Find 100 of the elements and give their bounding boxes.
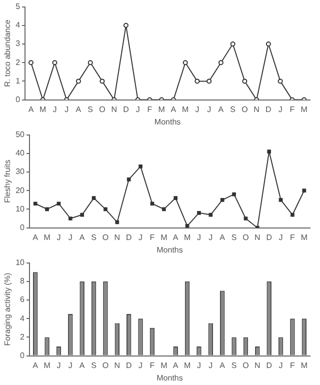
y-tick-label: 0 bbox=[16, 95, 21, 104]
y-tick-label: 3 bbox=[16, 39, 21, 48]
x-tick-label: N bbox=[111, 104, 118, 114]
point bbox=[290, 212, 294, 217]
y-tick-label: 20 bbox=[16, 186, 26, 195]
point bbox=[182, 60, 188, 66]
x-tick-label: M bbox=[300, 360, 308, 370]
point bbox=[218, 60, 224, 66]
x-tick-label: J bbox=[278, 360, 283, 370]
x-axis-title: Months bbox=[156, 373, 183, 382]
y-axis-title: Fleshy fruits bbox=[3, 160, 12, 203]
point bbox=[28, 60, 34, 66]
y-axis-title: Foraging activity (%) bbox=[3, 272, 12, 346]
point bbox=[267, 150, 272, 154]
x-tick-label: J bbox=[64, 104, 69, 114]
point bbox=[206, 78, 212, 84]
point bbox=[150, 202, 154, 206]
x-tick-label: M bbox=[184, 232, 191, 242]
x-tick-label: D bbox=[266, 232, 272, 242]
point bbox=[220, 198, 224, 202]
point bbox=[208, 212, 213, 217]
x-tick-label: S bbox=[231, 360, 237, 370]
point bbox=[115, 220, 120, 224]
x-tick-label: J bbox=[68, 232, 72, 242]
point bbox=[104, 207, 108, 212]
x-tick-label: J bbox=[196, 360, 201, 370]
point bbox=[45, 207, 49, 212]
point bbox=[126, 178, 131, 182]
point bbox=[100, 78, 105, 84]
point bbox=[76, 78, 81, 84]
x-tick-label: A bbox=[218, 104, 224, 114]
y-tick-label: 0 bbox=[20, 223, 26, 232]
x-tick-label: M bbox=[160, 360, 168, 370]
x-tick-label: N bbox=[254, 104, 260, 114]
x-tick-label: J bbox=[278, 232, 283, 242]
x-tick-label: J bbox=[136, 104, 140, 114]
point bbox=[242, 78, 248, 84]
x-tick-label: J bbox=[138, 360, 143, 370]
x-axis-title: Months bbox=[154, 117, 181, 126]
point bbox=[88, 60, 93, 66]
x-tick-label: A bbox=[170, 104, 177, 114]
x-tick-label: F bbox=[150, 360, 155, 370]
x-tick-label: D bbox=[126, 360, 132, 370]
x-tick-label: N bbox=[254, 232, 261, 242]
point bbox=[230, 42, 236, 46]
x-tick-label: S bbox=[230, 104, 236, 114]
y-tick-label: 4 bbox=[20, 314, 26, 323]
point bbox=[197, 211, 201, 215]
y-tick-label: 4 bbox=[16, 20, 21, 30]
point bbox=[174, 196, 178, 200]
y-axis-title: R. toco abundance bbox=[3, 19, 12, 87]
y-tick-label: 40 bbox=[16, 148, 26, 158]
x-tick-label: S bbox=[91, 360, 96, 370]
x-tick-label: M bbox=[44, 232, 51, 242]
x-tick-label: A bbox=[28, 104, 34, 114]
x-tick-label: M bbox=[300, 232, 308, 242]
point bbox=[278, 78, 283, 84]
x-tick-label: O bbox=[242, 104, 248, 114]
y-tick-label: 6 bbox=[20, 295, 26, 304]
x-tick-label: N bbox=[114, 360, 120, 370]
point bbox=[162, 207, 166, 212]
point bbox=[302, 188, 306, 193]
x-tick-label: D bbox=[123, 104, 130, 114]
point bbox=[92, 196, 96, 200]
x-tick-label: J bbox=[195, 104, 200, 114]
point bbox=[56, 202, 61, 206]
x-tick-label: O bbox=[102, 232, 109, 242]
x-tick-label: M bbox=[40, 104, 47, 114]
x-tick-label: N bbox=[254, 360, 261, 370]
y-tick-label: 50 bbox=[16, 130, 26, 140]
x-tick-label: M bbox=[158, 104, 166, 114]
x-tick-label: J bbox=[196, 232, 201, 242]
x-tick-label: M bbox=[182, 104, 189, 114]
point bbox=[185, 224, 190, 228]
x-tick-label: J bbox=[208, 232, 213, 242]
y-tick-label: 2 bbox=[20, 332, 26, 342]
point bbox=[138, 164, 142, 168]
point bbox=[52, 60, 58, 66]
x-tick-label: A bbox=[220, 232, 226, 242]
x-tick-label: O bbox=[242, 360, 249, 370]
point bbox=[266, 42, 271, 46]
x-tick-label: A bbox=[220, 360, 226, 370]
x-tick-label: J bbox=[207, 104, 212, 114]
x-tick-label: A bbox=[76, 104, 82, 114]
x-tick-label: O bbox=[102, 360, 109, 370]
x-tick-label: J bbox=[68, 360, 72, 370]
y-tick-label: 0 bbox=[20, 351, 26, 360]
x-tick-label: A bbox=[79, 360, 86, 370]
x-tick-label: A bbox=[79, 232, 86, 242]
x-tick-label: A bbox=[172, 360, 179, 370]
x-tick-label: J bbox=[278, 104, 282, 114]
y-tick-label: 8 bbox=[20, 276, 26, 286]
point bbox=[194, 78, 200, 84]
x-tick-label: F bbox=[290, 232, 296, 242]
x-tick-label: A bbox=[32, 232, 39, 242]
x-tick-label: F bbox=[147, 104, 152, 114]
x-tick-label: M bbox=[300, 104, 308, 114]
x-tick-label: J bbox=[56, 232, 61, 242]
x-tick-label: A bbox=[172, 232, 179, 242]
x-tick-label: D bbox=[126, 232, 132, 242]
